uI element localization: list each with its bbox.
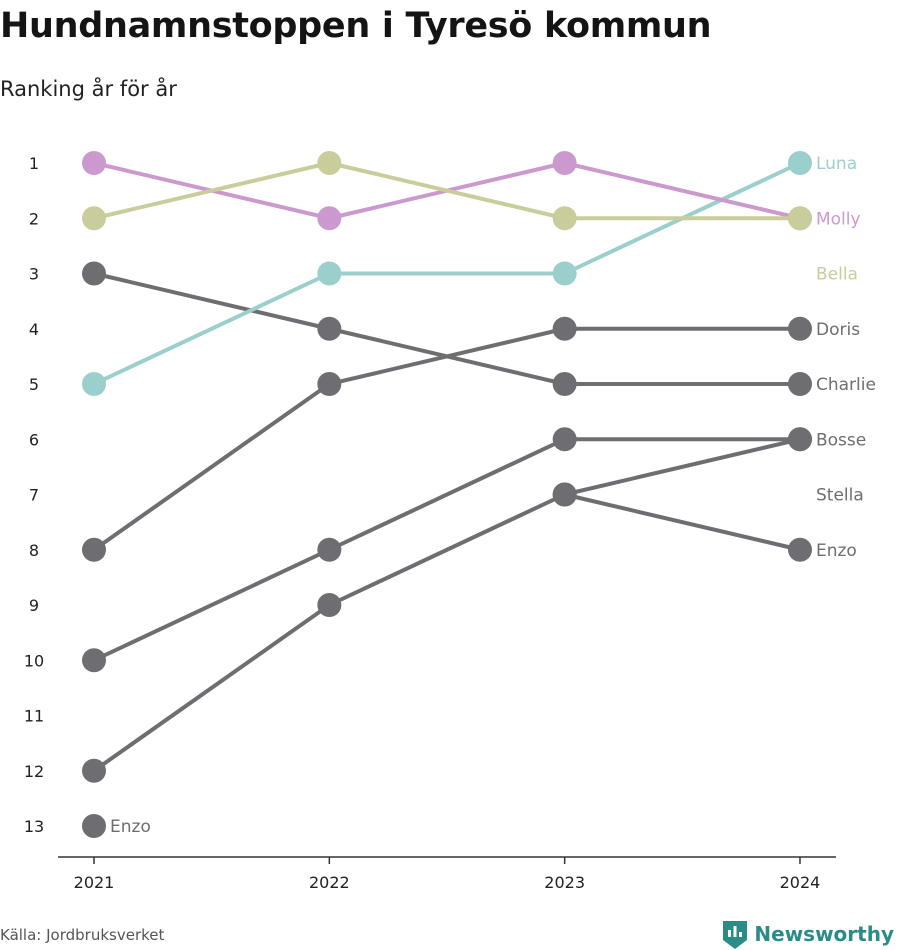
line-segment-doris: [92, 382, 332, 552]
point-doris-2022: [317, 372, 342, 396]
point-doris-2023: [552, 316, 577, 341]
y-tick-label: 11: [24, 707, 44, 726]
line-segment-bosse: [92, 547, 332, 663]
brand-name: Newsworthy: [754, 922, 894, 946]
line-segment-luna: [92, 271, 332, 386]
line-segment-charlie: [92, 271, 332, 331]
point-luna-2024: [787, 151, 812, 175]
line-segment-bella: [327, 161, 567, 221]
point-bella-2023: [552, 206, 577, 231]
bar-chart-icon: [723, 921, 748, 949]
end-label-enzo: Enzo: [816, 541, 857, 561]
point-stella-2024: [787, 427, 812, 452]
x-tick-label: 2023: [544, 873, 585, 892]
line-segment-charlie: [327, 326, 567, 386]
point-molly-2023: [552, 151, 577, 175]
y-tick-label: 3: [29, 265, 39, 284]
series-lines: [92, 161, 802, 773]
point-doris-2024: [787, 316, 812, 341]
y-tick-label: 8: [29, 541, 39, 560]
end-label-molly: Molly: [816, 209, 861, 229]
point-doris-2021: [82, 537, 106, 562]
y-tick-label: 5: [29, 375, 39, 394]
point-stella-2021: [82, 758, 106, 783]
line-segment-stella: [92, 603, 332, 773]
point-label-enzo: Enzo: [110, 817, 151, 837]
end-label-stella: Stella: [816, 486, 864, 506]
chart-title: Hundnamnstoppen i Tyresö kommun: [0, 6, 712, 46]
source-note: Källa: Jordbruksverket: [0, 926, 165, 944]
point-stella-2022: [317, 593, 342, 617]
end-label-bella: Bella: [816, 265, 858, 285]
point-enzo-2024: [787, 537, 812, 562]
y-tick-label: 7: [29, 486, 39, 505]
x-tick-label: 2021: [74, 873, 115, 892]
x-tick-label: 2024: [780, 873, 821, 892]
point-enzo-2021: [82, 814, 106, 838]
y-tick-label: 9: [29, 596, 39, 615]
y-tick-label: 13: [24, 817, 44, 836]
point-bella-2021: [82, 206, 106, 231]
y-tick-label: 4: [29, 320, 39, 339]
end-label-doris: Doris: [816, 320, 860, 340]
point-luna-2023: [552, 261, 577, 286]
series-points: [82, 151, 812, 838]
line-segment-stella: [562, 437, 802, 497]
line-segment-stella: [327, 492, 567, 607]
point-molly-2021: [82, 151, 106, 175]
y-tick-label: 1: [29, 154, 39, 173]
point-enzo-2023: [552, 482, 577, 507]
point-luna-2021: [82, 372, 106, 396]
y-tick-label: 2: [29, 209, 39, 228]
brand-logo: Newsworthy: [723, 919, 894, 949]
end-label-charlie: Charlie: [816, 375, 876, 395]
point-molly-2022: [317, 206, 342, 231]
point-charlie-2022: [317, 316, 342, 341]
point-charlie-2023: [552, 372, 577, 396]
point-luna-2022: [317, 261, 342, 286]
end-label-bosse: Bosse: [816, 430, 866, 450]
y-tick-label: 10: [24, 651, 44, 670]
point-charlie-2021: [82, 261, 106, 286]
line-segment-molly: [562, 161, 802, 221]
point-bosse-2022: [317, 537, 342, 562]
y-tick-label: 6: [29, 430, 39, 449]
point-bella-2024: [787, 206, 812, 231]
point-bosse-2021: [82, 648, 106, 673]
x-axis: 2021 2022 2023 2024: [58, 856, 836, 892]
y-tick-label: 12: [24, 762, 44, 781]
line-segment-bosse: [327, 437, 567, 552]
point-charlie-2024: [787, 372, 812, 396]
series-labels: Luna Molly Bella Doris Charlie Bosse Stella Enz…: [110, 154, 876, 837]
point-bella-2022: [317, 151, 342, 175]
point-bosse-2023: [552, 427, 577, 452]
end-label-luna: Luna: [816, 154, 857, 174]
line-segment-bella: [92, 161, 332, 221]
line-segment-enzo: [562, 492, 802, 552]
chart-subtitle: Ranking år för år: [0, 77, 177, 101]
x-tick-label: 2022: [309, 873, 350, 892]
